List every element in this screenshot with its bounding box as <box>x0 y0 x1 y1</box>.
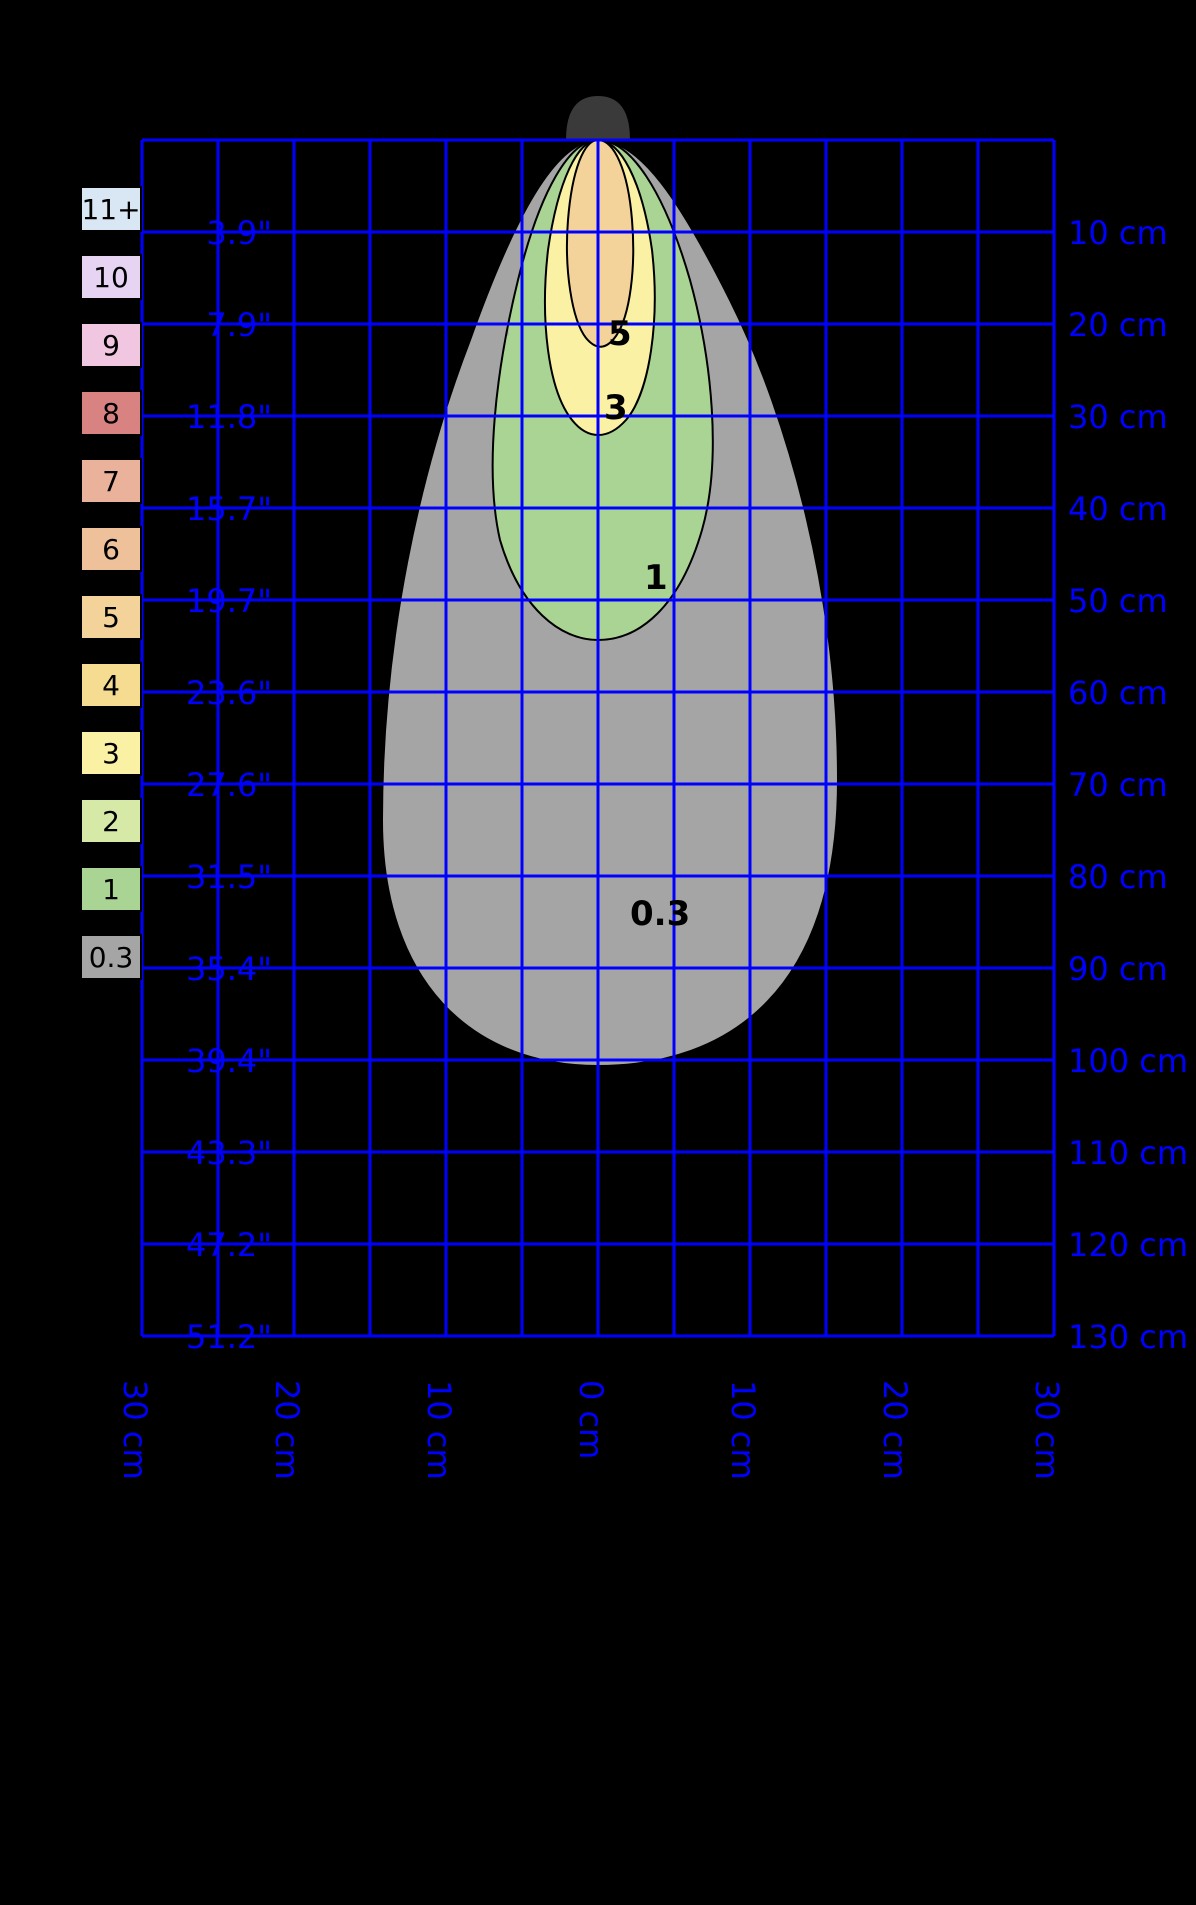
legend-label: 1 <box>102 873 120 906</box>
axis-bottom-label: 10 cm <box>420 1380 458 1480</box>
legend-label: 4 <box>102 669 120 702</box>
axis-right-label: 60 cm <box>1068 674 1168 712</box>
axis-bottom-label: 10 cm <box>724 1380 762 1480</box>
legend-swatch-1: 1 <box>80 866 142 912</box>
contour-label-c5: 5 <box>608 314 632 354</box>
axis-right-label: 10 cm <box>1068 214 1168 252</box>
legend-swatch-2: 2 <box>80 798 142 844</box>
axis-bottom-label: 30 cm <box>1028 1380 1066 1480</box>
axis-left-label: 15.7" <box>186 490 272 528</box>
legend-label: 6 <box>102 533 120 566</box>
axis-right-label: 50 cm <box>1068 582 1168 620</box>
axis-right-label: 20 cm <box>1068 306 1168 344</box>
axis-right-label: 120 cm <box>1068 1226 1188 1264</box>
axis-left-label: 19.7" <box>186 582 272 620</box>
axis-right-label: 130 cm <box>1068 1318 1188 1356</box>
legend-label: 8 <box>102 397 120 430</box>
contour-label-c3: 3 <box>604 388 628 428</box>
legend-label: 7 <box>102 465 120 498</box>
axis-right-label: 30 cm <box>1068 398 1168 436</box>
legend-label: 9 <box>102 329 120 362</box>
axis-right-label: 110 cm <box>1068 1134 1188 1172</box>
axis-bottom-label: 30 cm <box>116 1380 154 1480</box>
legend-swatch-8: 8 <box>80 390 142 436</box>
legend-label: 0.3 <box>89 941 134 974</box>
axis-right-label: 90 cm <box>1068 950 1168 988</box>
axis-right-label: 40 cm <box>1068 490 1168 528</box>
axis-left-label: 51.2" <box>186 1318 272 1356</box>
axis-left-label: 23.6" <box>186 674 272 712</box>
legend-label: 11+ <box>81 193 140 226</box>
legend-swatch-10: 10 <box>80 254 142 300</box>
axis-left-label: 3.9" <box>206 214 272 252</box>
legend-label: 3 <box>102 737 120 770</box>
axis-left-label: 35.4" <box>186 950 272 988</box>
axis-bottom-label: 20 cm <box>268 1380 306 1480</box>
axis-left-label: 11.8" <box>186 398 272 436</box>
legend-label: 10 <box>93 261 129 294</box>
contour-label-c1: 1 <box>644 558 668 598</box>
axis-left-label: 27.6" <box>186 766 272 804</box>
legend-swatch-11plus: 11+ <box>80 186 142 232</box>
legend-label: 5 <box>102 601 120 634</box>
legend-swatch-3: 3 <box>80 730 142 776</box>
axis-right-label: 70 cm <box>1068 766 1168 804</box>
axis-right-label: 80 cm <box>1068 858 1168 896</box>
legend-label: 2 <box>102 805 120 838</box>
axis-left-label: 47.2" <box>186 1226 272 1264</box>
legend-swatch-9: 9 <box>80 322 142 368</box>
legend-swatch-6: 6 <box>80 526 142 572</box>
axis-bottom-label: 20 cm <box>876 1380 914 1480</box>
axis-left-label: 7.9" <box>206 306 272 344</box>
measurement-grid <box>0 0 1196 1905</box>
legend-swatch-7: 7 <box>80 458 142 504</box>
legend-swatch-0p3: 0.3 <box>80 934 142 980</box>
legend-swatch-4: 4 <box>80 662 142 708</box>
axis-right-label: 100 cm <box>1068 1042 1188 1080</box>
axis-left-label: 39.4" <box>186 1042 272 1080</box>
axis-left-label: 31.5" <box>186 858 272 896</box>
axis-left-label: 43.3" <box>186 1134 272 1172</box>
legend-swatch-5: 5 <box>80 594 142 640</box>
axis-bottom-label: 0 cm <box>572 1380 610 1459</box>
contour-label-c03: 0.3 <box>630 894 690 934</box>
